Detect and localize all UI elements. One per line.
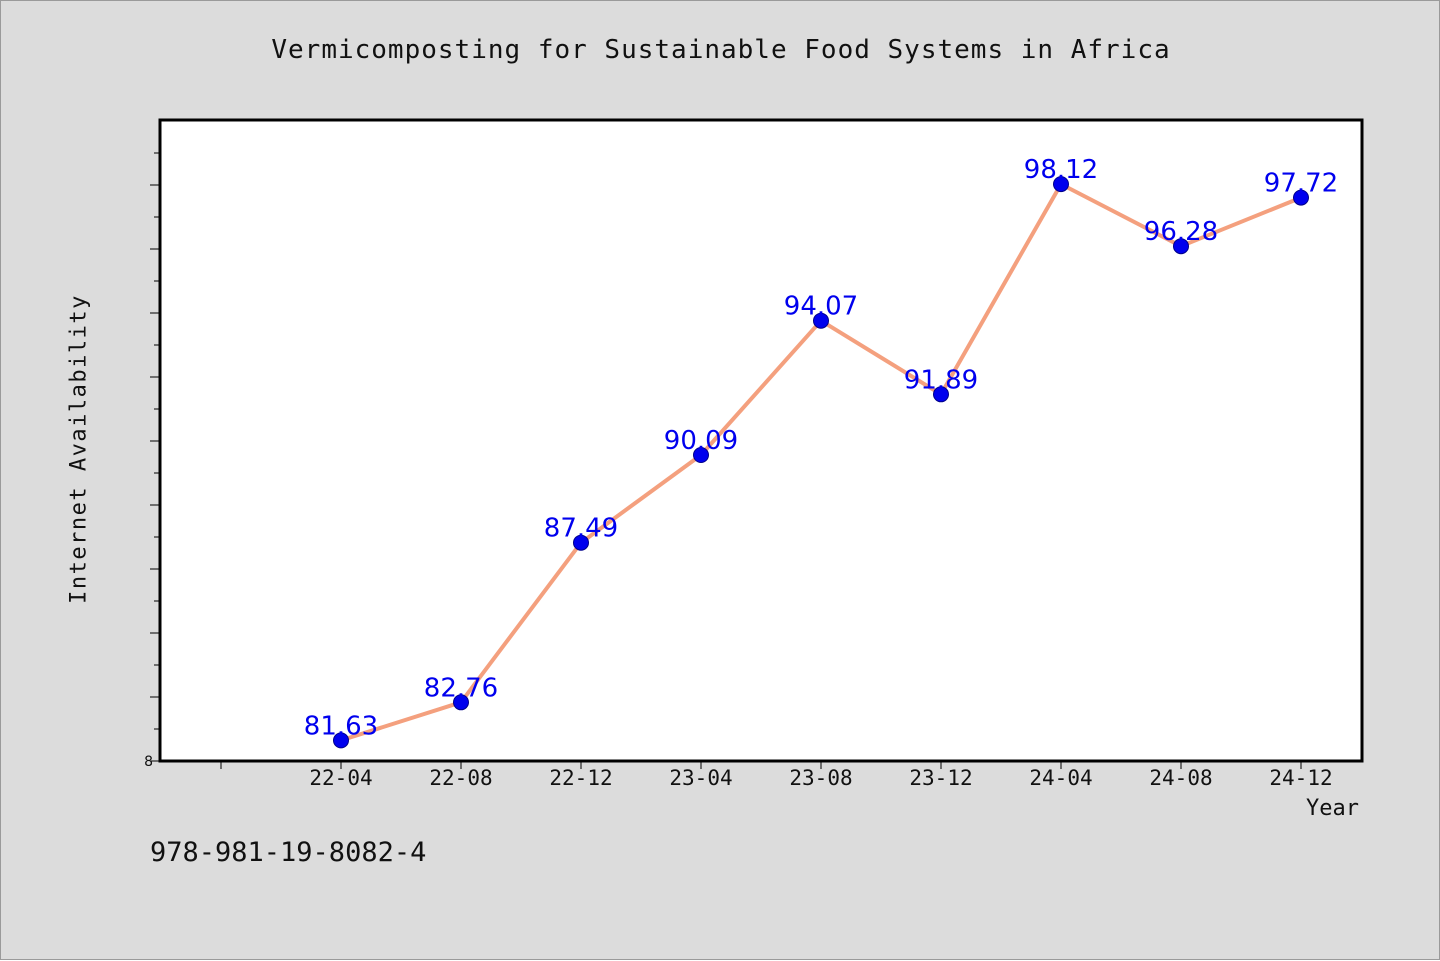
data-label: 81.63 <box>304 711 378 741</box>
data-point <box>1173 238 1189 255</box>
data-label: 94.07 <box>784 292 858 322</box>
data-label: 87.49 <box>544 514 618 544</box>
x-tick-label: 22-04 <box>309 766 372 790</box>
y-axis-ticks: 8 <box>144 152 160 770</box>
data-point <box>573 534 589 551</box>
isbn-footnote: 978-981-19-8082-4 <box>150 837 427 868</box>
x-tick-label: 22-08 <box>429 766 492 790</box>
data-point <box>693 447 709 463</box>
data-point <box>813 312 829 329</box>
data-point <box>1293 189 1309 206</box>
data-point <box>333 732 349 749</box>
data-point <box>933 386 949 403</box>
data-point <box>1053 176 1069 193</box>
chart-title: Vermicomposting for Sustainable Food Sys… <box>271 35 1171 65</box>
x-tick-label: 24-08 <box>1149 766 1212 790</box>
x-tick-label: 22-12 <box>549 766 612 790</box>
data-label: 82.76 <box>424 673 498 703</box>
y-tick-label: 8 <box>144 754 153 770</box>
data-label: 90.09 <box>664 426 738 456</box>
x-axis-ticks: 22-04 22-08 22-12 23-04 23-08 23-12 24-04 24-08… <box>220 761 1333 790</box>
plot-area <box>158 118 1364 763</box>
data-label: 98.12 <box>1024 155 1098 185</box>
data-label: 97.72 <box>1264 169 1338 199</box>
x-tick-label: 23-08 <box>789 766 852 790</box>
data-point <box>453 694 469 711</box>
x-axis-label: Year <box>1306 796 1359 821</box>
x-tick-label: 23-12 <box>909 766 972 790</box>
x-tick-label: 24-04 <box>1029 766 1092 790</box>
series-group: 81.63 82.76 87.49 90.09 94.07 91.89 98.12 96.28… <box>304 155 1338 749</box>
data-label: 91.89 <box>904 365 978 395</box>
x-tick-label: 24-12 <box>1269 766 1332 790</box>
data-label: 96.28 <box>1144 217 1218 247</box>
x-tick-label: 23-04 <box>669 766 732 790</box>
